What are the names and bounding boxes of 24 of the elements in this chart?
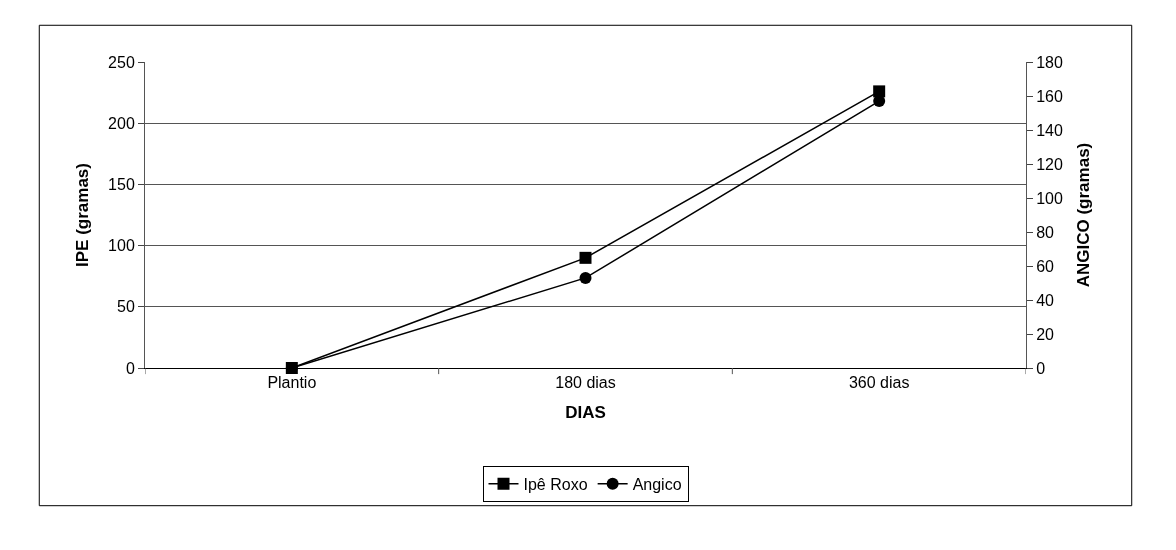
- y2-tick-label: 160: [1036, 87, 1063, 105]
- y2-tick-label: 140: [1036, 121, 1063, 139]
- y2-tick-label: 120: [1036, 155, 1063, 173]
- y-tick-label: 200: [108, 114, 135, 132]
- y2-tick-label: 80: [1036, 223, 1055, 241]
- y2-tick-label: 0: [1036, 359, 1046, 377]
- x-tick-label: Plantio: [267, 374, 317, 392]
- y2-axis-title: ANGICO (gramas): [1074, 142, 1094, 288]
- y2-tick-label: 20: [1036, 325, 1055, 343]
- y-tick-label: 150: [108, 176, 135, 193]
- y2-tick-label: 60: [1036, 257, 1055, 275]
- x-tick-label: 360 dias: [848, 374, 910, 392]
- x-tick-label: 180 dias: [555, 374, 616, 392]
- y-tick-label: 50: [117, 298, 135, 316]
- y-axis-title: IPE (gramas): [72, 163, 92, 267]
- y2-tick-label: 40: [1036, 291, 1055, 309]
- legend-label: Ipê Roxo: [523, 476, 588, 494]
- y-tick-label: 100: [108, 237, 135, 255]
- y-tick-label: 250: [108, 53, 135, 71]
- x-axis-title: DIAS: [565, 402, 606, 422]
- legend-label: Angico: [632, 476, 682, 494]
- y-tick-label: 0: [125, 359, 135, 377]
- y2-tick-label: 180: [1036, 53, 1063, 71]
- y2-tick-label: 100: [1036, 189, 1063, 207]
